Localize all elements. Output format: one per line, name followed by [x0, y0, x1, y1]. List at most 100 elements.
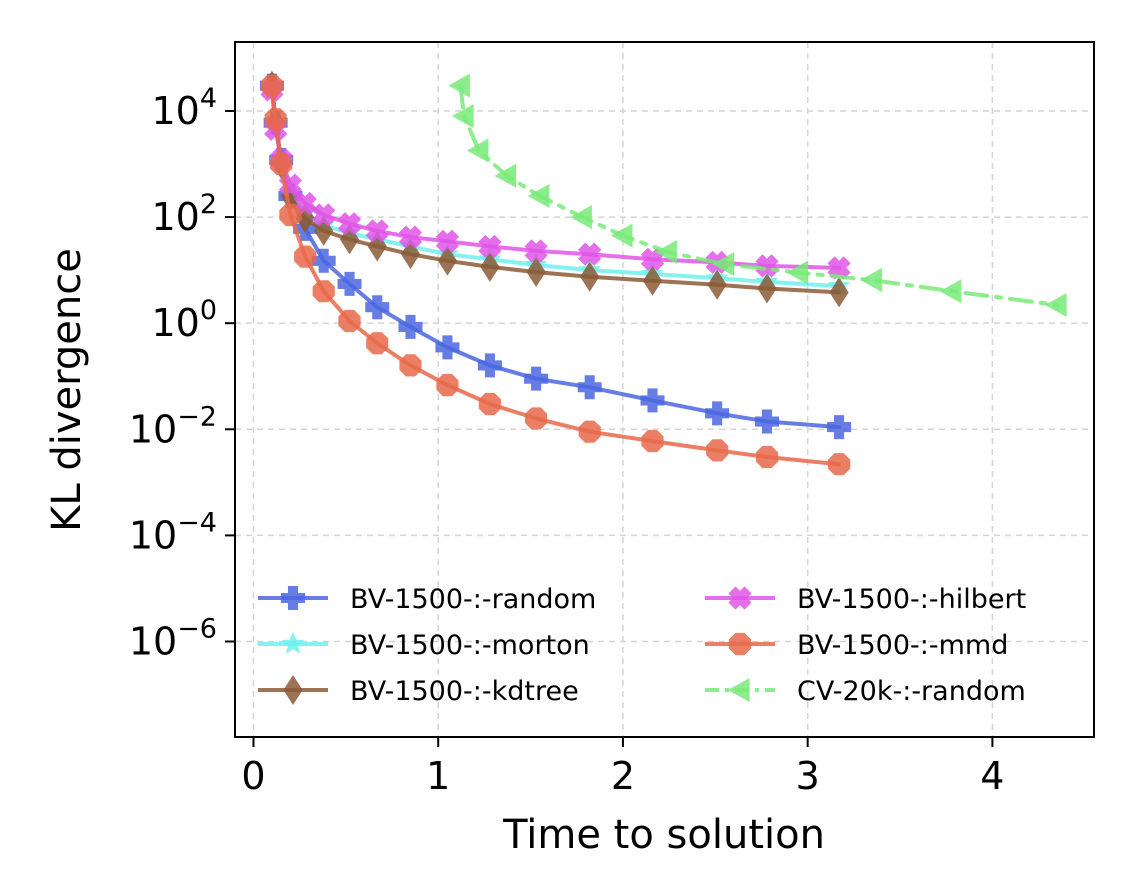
marker-triangle-left — [786, 260, 809, 285]
marker-circle — [436, 374, 459, 397]
legend-entry: CV-20k-:-random — [705, 676, 1026, 707]
legend-label: CV-20k-:-random — [797, 676, 1026, 707]
marker-plus — [477, 353, 502, 378]
marker-diamond — [829, 277, 849, 308]
marker-plus — [577, 375, 602, 400]
marker-plus — [337, 271, 362, 296]
marker-circle — [264, 108, 287, 131]
legend-label: BV-1500-:-hilbert — [797, 584, 1026, 615]
series-layer — [259, 70, 1067, 476]
legend-entry: BV-1500-:-morton — [258, 630, 590, 661]
x-tick-label: 4 — [980, 754, 1004, 798]
marker-diamond — [367, 231, 387, 262]
y-axis-label: KL divergence — [44, 248, 90, 532]
marker-circle — [399, 354, 422, 377]
marker-diamond — [642, 265, 663, 296]
marker-circle — [478, 392, 501, 416]
y-tick-label: 100 — [151, 295, 217, 345]
marker-diamond — [295, 203, 315, 234]
x-tick-label: 0 — [241, 754, 265, 798]
marker-diamond — [526, 257, 546, 288]
marker-triangle-left — [655, 239, 677, 264]
marker-circle — [728, 632, 752, 656]
legend: BV-1500-:-random BV-1500-:-morton BV-1500-… — [258, 584, 1026, 707]
y-tick-label: 10−2 — [129, 401, 217, 451]
marker-triangle-left — [860, 268, 882, 293]
x-tick-label: 2 — [611, 754, 635, 798]
marker-circle — [755, 445, 779, 469]
marker-x — [478, 234, 502, 258]
y-tick-label: 10−4 — [129, 507, 217, 557]
marker-circle — [279, 203, 302, 226]
marker-plus — [435, 335, 460, 360]
x-axis-label: Time to solution — [502, 812, 825, 858]
marker-circle — [578, 420, 601, 443]
marker-x — [524, 239, 548, 263]
marker-triangle-left — [527, 183, 550, 208]
marker-plus — [705, 401, 730, 426]
marker-x — [435, 229, 460, 253]
marker-circle — [525, 407, 548, 430]
marker-triangle-left — [570, 205, 592, 230]
marker-triangle-left — [712, 252, 735, 277]
y-tick-label: 10−6 — [129, 614, 217, 664]
marker-circle — [366, 332, 389, 355]
marker-x — [728, 586, 752, 610]
grid — [235, 42, 1094, 737]
legend-label: BV-1500-:-mmd — [797, 630, 1008, 661]
marker-diamond — [757, 273, 777, 304]
marker-circle — [706, 439, 729, 462]
marker-circle — [641, 430, 664, 453]
y-tick-label: 104 — [151, 83, 217, 133]
plot-frame — [234, 41, 1095, 738]
marker-triangle-left — [610, 223, 633, 248]
marker-diamond — [580, 261, 600, 292]
marker-x — [398, 225, 423, 249]
marker-diamond — [283, 675, 303, 705]
marker-x — [312, 203, 336, 227]
marker-triangle-left — [466, 138, 489, 163]
marker-x — [337, 212, 362, 236]
marker-plus — [311, 248, 336, 273]
marker-x — [365, 219, 389, 243]
marker-circle — [260, 74, 283, 97]
legend-entry: BV-1500-:-random — [258, 584, 596, 615]
marker-plus — [827, 415, 852, 440]
marker-plus — [281, 586, 305, 610]
marker-x — [578, 242, 602, 266]
x-tick-label: 1 — [426, 754, 450, 798]
marker-triangle-left — [939, 279, 962, 304]
legend-entry: BV-1500-:-mmd — [705, 630, 1008, 661]
marker-triangle-left — [452, 104, 474, 129]
marker-plus — [640, 388, 665, 413]
marker-plus — [365, 295, 390, 320]
x-tick-label: 3 — [796, 754, 820, 798]
marker-circle — [312, 280, 335, 303]
marker-triangle-left — [448, 73, 470, 98]
marker-triangle-left — [494, 163, 517, 188]
marker-x — [827, 256, 851, 280]
marker-diamond — [437, 245, 458, 276]
y-tick-label: 102 — [151, 189, 217, 239]
marker-plus — [524, 366, 549, 391]
marker-diamond — [480, 251, 500, 282]
marker-x — [755, 254, 779, 278]
legend-label: BV-1500-:-kdtree — [350, 676, 579, 707]
marker-circle — [294, 245, 317, 268]
marker-triangle-left — [1045, 293, 1067, 318]
series-BV-1500-:-mmd — [260, 74, 851, 476]
legend-entry: BV-1500-:-kdtree — [258, 675, 579, 707]
marker-triangle-left — [728, 678, 750, 702]
marker-star — [281, 632, 305, 654]
ticks: 0 1 2 3 4 104 102 100 10−2 10−4 10−6 — [129, 83, 1005, 798]
legend-label: BV-1500-:-morton — [350, 630, 590, 661]
legend-label: BV-1500-:-random — [350, 584, 596, 615]
marker-plus — [398, 314, 423, 339]
marker-diamond — [707, 269, 727, 300]
series-CV-20k-:-random — [448, 73, 1067, 318]
legend-entry: BV-1500-:-hilbert — [705, 584, 1026, 615]
marker-circle — [828, 453, 851, 476]
marker-plus — [755, 409, 780, 434]
